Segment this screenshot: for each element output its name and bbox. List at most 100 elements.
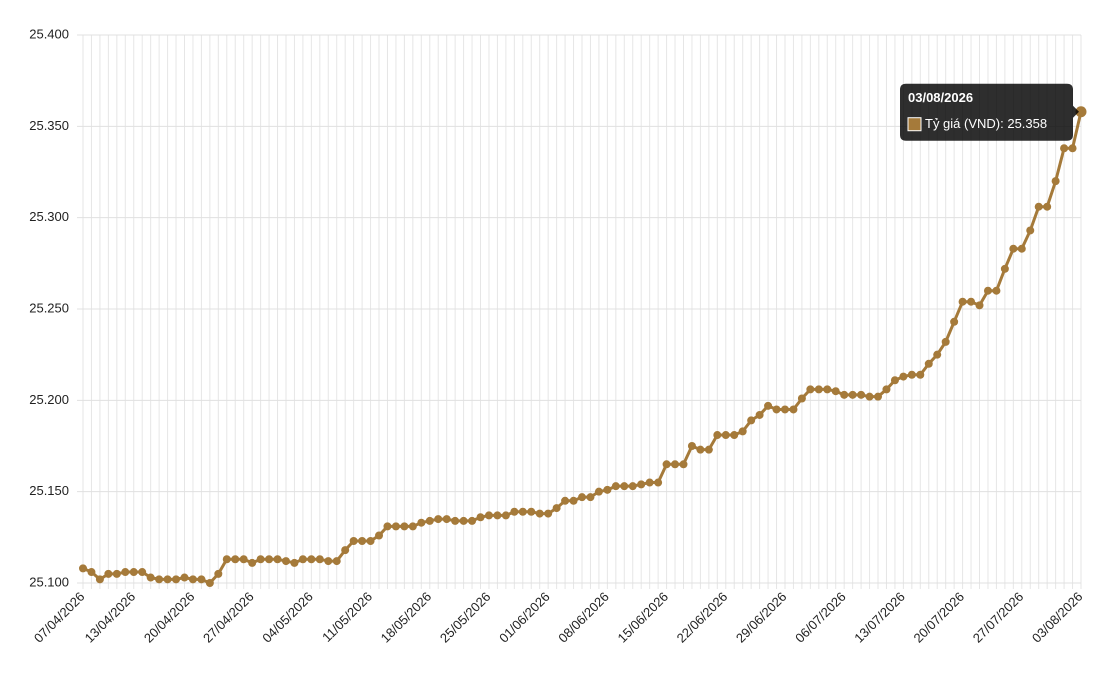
y-tick-label: 25.400	[29, 26, 69, 41]
point	[442, 515, 451, 524]
point	[95, 575, 104, 584]
point	[239, 555, 248, 564]
point	[992, 286, 1001, 295]
point	[324, 557, 333, 566]
point	[645, 478, 654, 487]
tooltip: 03/08/2026 Tỷ giá (VND): 25.358	[900, 83, 1079, 141]
tooltip-title: 03/08/2026	[908, 90, 973, 105]
point	[578, 493, 586, 502]
y-tick-label: 25.100	[29, 574, 69, 589]
y-tick-label: 25.150	[29, 483, 69, 498]
point	[603, 485, 612, 494]
tooltip-label: Tỷ giá (VND): 25.358	[925, 116, 1047, 131]
point	[687, 442, 696, 450]
point	[865, 392, 874, 401]
point	[383, 522, 392, 531]
tooltip-swatch	[907, 117, 922, 132]
y-tick-label: 25.250	[29, 300, 69, 315]
point	[806, 385, 815, 394]
point	[671, 460, 680, 469]
x-tick-label: 11/05/2026	[319, 589, 375, 645]
point	[222, 555, 231, 564]
point	[628, 482, 637, 491]
point	[298, 555, 307, 564]
point	[112, 569, 121, 578]
point	[1000, 264, 1009, 273]
point	[1009, 244, 1018, 253]
point	[941, 337, 950, 346]
point	[764, 401, 773, 410]
point	[1068, 144, 1077, 153]
point	[341, 546, 350, 555]
point	[1051, 177, 1060, 186]
point	[501, 511, 510, 520]
point	[459, 516, 468, 525]
point	[315, 555, 324, 564]
point	[1043, 202, 1052, 211]
point	[79, 564, 87, 573]
point	[704, 445, 713, 454]
point	[172, 575, 181, 584]
point	[121, 568, 130, 577]
point	[290, 558, 299, 567]
x-tick-label: 22/06/2026	[674, 589, 731, 646]
point	[958, 297, 967, 306]
x-tick-label: 06/07/2026	[792, 589, 849, 646]
point	[967, 297, 976, 306]
point	[586, 493, 595, 502]
point	[476, 513, 485, 522]
point	[544, 509, 553, 518]
point	[349, 536, 358, 545]
point	[637, 480, 646, 489]
point	[417, 518, 426, 527]
x-tick-label: 01/06/2026	[496, 589, 553, 646]
point	[848, 390, 857, 399]
x-tick-label: 04/05/2026	[259, 589, 316, 646]
x-tick-label: 07/04/2026	[31, 589, 88, 646]
point	[273, 555, 282, 564]
point	[662, 460, 671, 469]
point	[797, 394, 806, 403]
y-tick-label: 25.200	[29, 392, 69, 407]
x-tick-label: 20/07/2026	[911, 589, 968, 646]
point	[747, 416, 756, 425]
point	[983, 286, 992, 295]
point	[924, 359, 933, 368]
point	[696, 445, 705, 454]
point	[87, 568, 96, 577]
point	[721, 431, 730, 440]
point	[231, 555, 240, 564]
tooltip-box	[900, 83, 1079, 141]
point	[138, 568, 147, 577]
point	[611, 482, 620, 491]
point	[738, 427, 747, 436]
point	[104, 569, 113, 578]
point	[484, 511, 493, 520]
point	[772, 405, 781, 414]
x-tick-label: 25/05/2026	[437, 589, 494, 646]
point	[730, 431, 739, 440]
x-tick-label: 15/06/2026	[615, 589, 672, 646]
point	[197, 575, 206, 584]
point	[366, 536, 375, 545]
point	[679, 460, 688, 469]
point	[975, 301, 984, 310]
point	[831, 387, 840, 396]
point	[620, 482, 629, 491]
x-tick-label: 27/07/2026	[970, 589, 1027, 646]
point	[755, 410, 764, 419]
point	[451, 516, 460, 525]
point	[281, 557, 290, 566]
x-tick-label: 13/07/2026	[851, 589, 908, 646]
point	[561, 496, 570, 505]
x-tick-label: 18/05/2026	[378, 589, 435, 646]
point	[188, 575, 197, 584]
point	[493, 511, 502, 520]
point	[180, 573, 189, 582]
point	[400, 522, 409, 531]
point	[434, 515, 443, 524]
point	[950, 317, 959, 326]
point	[916, 370, 925, 379]
point	[569, 496, 578, 505]
